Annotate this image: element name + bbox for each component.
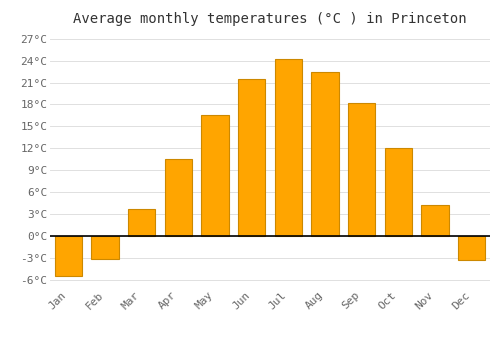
Bar xyxy=(421,205,448,236)
Bar xyxy=(458,236,485,260)
Bar xyxy=(274,59,302,236)
Bar xyxy=(201,116,229,236)
Bar xyxy=(238,79,266,236)
Bar xyxy=(54,236,82,276)
Bar xyxy=(91,236,119,259)
Title: Average monthly temperatures (°C ) in Princeton: Average monthly temperatures (°C ) in Pr… xyxy=(73,12,467,26)
Bar xyxy=(311,72,339,236)
Bar xyxy=(164,159,192,236)
Bar xyxy=(128,209,156,236)
Bar xyxy=(348,103,376,236)
Bar xyxy=(384,148,412,236)
